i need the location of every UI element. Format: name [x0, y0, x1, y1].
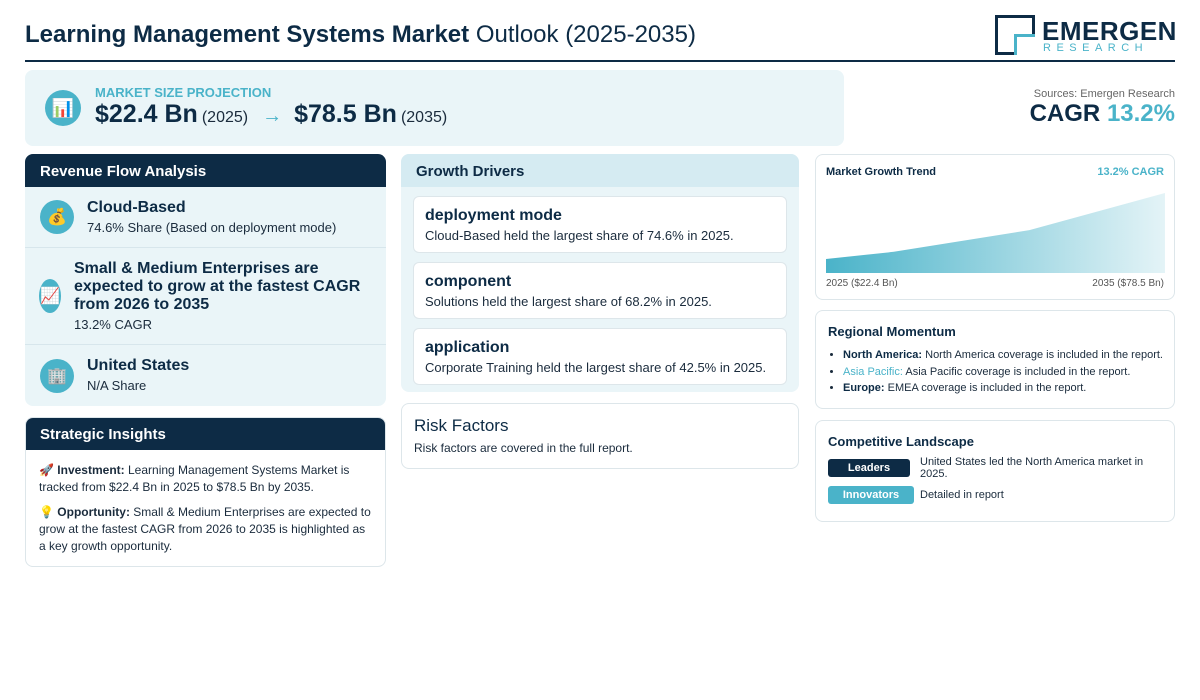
driver-item: application Corporate Training held the … — [413, 328, 787, 385]
page-header: Learning Management Systems Market Outlo… — [25, 12, 1176, 62]
insight-text: Learning Management Systems Market is tr… — [39, 463, 350, 494]
risk-factors-heading: Risk Factors — [414, 416, 509, 435]
revenue-item-title: United States — [87, 357, 190, 374]
projection-values: $22.4 Bn (2025) → $78.5 Bn (2035) — [95, 100, 447, 129]
revenue-flow-heading: Revenue Flow Analysis — [25, 154, 386, 187]
revenue-item: 📈 Small & Medium Enterprises are expecte… — [25, 248, 386, 345]
brand-logo: EMERGEN RESEARCH — [995, 15, 1176, 55]
revenue-item-subtitle: 13.2% CAGR — [74, 317, 153, 332]
trend-cagr: 13.2% CAGR — [1097, 166, 1164, 178]
revenue-flow-card: Revenue Flow Analysis 💰 Cloud-Based 74.6… — [25, 154, 386, 406]
regional-list: North America: North America coverage is… — [843, 347, 1168, 397]
revenue-item: 💰 Cloud-Based 74.6% Share (Based on depl… — [25, 187, 386, 248]
strategic-insights-heading: Strategic Insights — [26, 418, 385, 450]
region-name: Asia Pacific: — [843, 365, 903, 378]
risk-factors-description: Risk factors are covered in the full rep… — [414, 441, 633, 455]
projection-label: MARKET SIZE PROJECTION — [95, 85, 272, 100]
projection-end-value: $78.5 Bn — [294, 100, 397, 128]
region-text: Asia Pacific coverage is included in the… — [905, 365, 1131, 378]
innovators-text: Detailed in report — [920, 489, 1004, 501]
region-text: North America coverage is included in th… — [925, 349, 1163, 361]
insight-label: Opportunity: — [57, 505, 130, 519]
page-title-rest: Outlook (2025-2035) — [475, 21, 696, 48]
strategic-insights-card: Strategic Insights 🚀 Investment: Learnin… — [25, 417, 386, 567]
insight-investment: 🚀 Investment: Learning Management System… — [39, 462, 375, 496]
driver-description: Corporate Training held the largest shar… — [425, 360, 767, 375]
leaders-badge: Leaders — [828, 459, 910, 477]
projection-start-year: (2025) — [201, 109, 249, 126]
trend-up-icon: 📈 — [39, 279, 61, 313]
market-growth-trend-card: Market Growth Trend 13.2% CAGR 2025 ($22… — [815, 154, 1175, 300]
trend-end-label: 2035 ($78.5 Bn) — [1092, 278, 1164, 289]
insight-text: Small & Medium Enterprises are expected … — [39, 505, 371, 553]
competitive-heading: Competitive Landscape — [828, 434, 974, 449]
logo-name: EMERGEN — [1042, 16, 1177, 46]
driver-description: Cloud-Based held the largest share of 74… — [425, 228, 734, 243]
logo-subtitle: RESEARCH — [1043, 42, 1149, 54]
driver-description: Solutions held the largest share of 68.2… — [425, 294, 712, 309]
region-name: Europe: — [843, 382, 885, 394]
leaders-text: United States led the North America mark… — [920, 456, 1144, 480]
trend-start-label: 2025 ($22.4 Bn) — [826, 278, 898, 289]
revenue-item-subtitle: 74.6% Share (Based on deployment mode) — [87, 220, 337, 235]
growth-drivers-heading: Growth Drivers — [401, 154, 799, 187]
revenue-item-title: Cloud-Based — [87, 199, 186, 216]
competitive-landscape-card: Competitive Landscape Leaders United Sta… — [815, 420, 1175, 522]
page-title-bold: Learning Management Systems Market — [25, 21, 470, 48]
trend-area-chart — [826, 193, 1165, 273]
driver-item: deployment mode Cloud-Based held the lar… — [413, 196, 787, 253]
insight-label: Investment: — [57, 463, 125, 477]
market-size-projection: 📊 MARKET SIZE PROJECTION $22.4 Bn (2025) →… — [25, 70, 844, 146]
lightbulb-icon: 💡 — [39, 505, 54, 519]
revenue-item-subtitle: N/A Share — [87, 378, 147, 393]
money-bag-icon: 💰 — [40, 200, 74, 234]
revenue-item: 🏢 United States N/A Share — [25, 345, 386, 406]
revenue-item-title: Small & Medium Enterprises are expected … — [74, 260, 361, 313]
risk-factors-card: Risk Factors Risk factors are covered in… — [401, 403, 799, 469]
cagr-summary: CAGR 13.2% — [1030, 100, 1175, 128]
trend-title: Market Growth Trend — [826, 166, 937, 178]
trend-area — [826, 193, 1165, 273]
driver-title: deployment mode — [425, 207, 562, 224]
cagr-label: CAGR — [1029, 100, 1101, 127]
rocket-icon: 🚀 — [39, 463, 54, 477]
projection-start-value: $22.4 Bn — [95, 100, 198, 128]
innovators-badge: Innovators — [828, 486, 914, 504]
regional-heading: Regional Momentum — [828, 324, 956, 339]
logo-mark-icon — [995, 15, 1035, 55]
page-title: Learning Management Systems Market Outlo… — [25, 21, 696, 49]
growth-drivers-card: Growth Drivers deployment mode Cloud-Bas… — [401, 154, 799, 392]
driver-title: application — [425, 339, 510, 356]
region-text: EMEA coverage is included in the report. — [887, 382, 1087, 394]
cagr-value: 13.2% — [1106, 100, 1175, 127]
driver-item: component Solutions held the largest sha… — [413, 262, 787, 319]
list-item: Europe: EMEA coverage is included in the… — [843, 380, 1168, 397]
list-item: Asia Pacific: Asia Pacific coverage is i… — [843, 364, 1168, 381]
building-icon: 🏢 — [40, 359, 74, 393]
list-item: North America: North America coverage is… — [843, 347, 1168, 364]
chart-icon: 📊 — [45, 90, 81, 126]
regional-momentum-card: Regional Momentum North America: North A… — [815, 310, 1175, 409]
projection-end-year: (2035) — [400, 109, 448, 126]
insight-opportunity: 💡 Opportunity: Small & Medium Enterprise… — [39, 504, 375, 555]
arrow-right-icon: → — [262, 105, 283, 127]
sources-note: Sources: Emergen Research — [1033, 88, 1175, 100]
region-name: North America: — [843, 349, 923, 361]
driver-title: component — [425, 273, 512, 290]
